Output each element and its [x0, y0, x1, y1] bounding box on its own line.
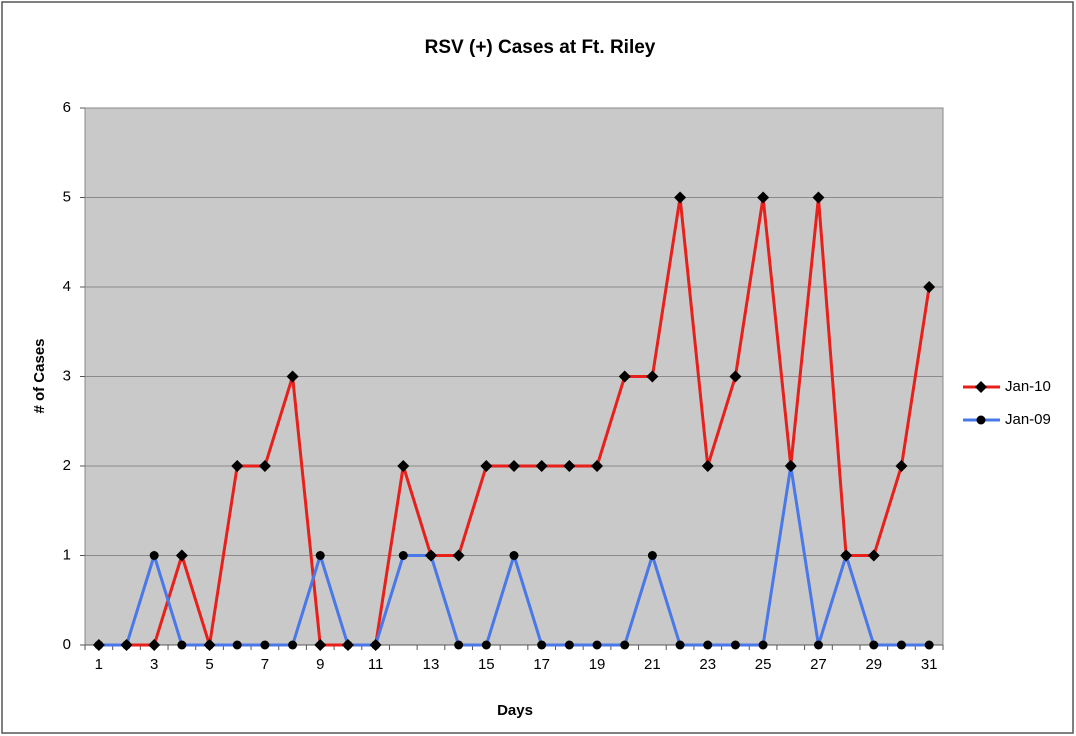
y-tick-label: 0 — [63, 636, 71, 653]
data-point — [149, 551, 159, 560]
data-point — [452, 549, 465, 562]
data-point — [315, 551, 325, 560]
data-point — [232, 640, 242, 650]
data-point — [592, 640, 602, 650]
data-point — [286, 370, 299, 383]
x-tick-label: 13 — [423, 656, 440, 673]
data-point — [343, 640, 353, 650]
data-point — [148, 639, 161, 651]
x-tick-label: 11 — [368, 656, 384, 673]
data-point — [757, 191, 770, 204]
data-point — [896, 640, 906, 650]
x-tick-label: 31 — [921, 656, 938, 673]
data-point — [869, 640, 879, 650]
legend-label: Jan-10 — [1005, 378, 1051, 395]
x-tick-label: 19 — [589, 656, 606, 673]
data-point — [812, 191, 825, 204]
data-point — [398, 551, 408, 560]
data-point — [813, 640, 823, 650]
data-point — [895, 460, 908, 472]
data-point — [924, 640, 934, 650]
legend-marker — [975, 381, 987, 393]
x-tick-label: 17 — [533, 656, 550, 673]
data-point — [841, 551, 851, 560]
x-tick-label: 29 — [865, 656, 882, 673]
data-point — [923, 281, 936, 293]
data-point — [175, 549, 188, 562]
x-tick-label: 9 — [316, 656, 324, 673]
x-axis-title: Days — [497, 702, 533, 719]
data-point — [535, 460, 548, 472]
x-tick-label: 7 — [261, 656, 269, 673]
y-tick-label: 2 — [63, 457, 71, 474]
data-point — [703, 640, 713, 650]
data-point — [397, 460, 410, 472]
data-point — [563, 460, 576, 472]
data-point — [620, 640, 630, 650]
data-point — [231, 460, 244, 472]
y-tick-label: 5 — [63, 188, 71, 205]
data-point — [288, 640, 298, 650]
x-tick-label: 1 — [95, 656, 103, 673]
data-point — [260, 640, 270, 650]
data-point — [426, 551, 436, 560]
data-point — [564, 640, 574, 650]
data-point — [508, 460, 520, 472]
data-point — [205, 640, 215, 650]
x-tick-label: 21 — [644, 656, 661, 673]
x-tick-label: 25 — [755, 656, 772, 673]
data-point — [480, 460, 493, 472]
data-point — [454, 640, 464, 650]
y-tick-label: 1 — [63, 546, 71, 563]
y-tick-label: 4 — [63, 278, 71, 295]
data-point — [674, 191, 687, 204]
data-point — [867, 549, 880, 562]
data-point — [94, 640, 104, 650]
data-point — [177, 640, 187, 650]
x-tick-label: 15 — [478, 656, 495, 673]
data-point — [122, 640, 132, 650]
legend-label: Jan-09 — [1005, 411, 1051, 428]
data-point — [647, 551, 657, 560]
data-point — [481, 640, 491, 650]
data-point — [729, 370, 742, 383]
data-point — [646, 370, 659, 383]
data-point — [591, 460, 604, 472]
data-point — [730, 640, 740, 650]
data-point — [701, 460, 714, 472]
data-point — [786, 461, 796, 471]
data-point — [618, 370, 631, 383]
data-point — [675, 640, 685, 650]
x-tick-label: 3 — [150, 656, 158, 673]
data-point — [314, 639, 327, 651]
data-point — [509, 551, 519, 560]
legend-marker — [976, 415, 986, 425]
chart-title: RSV (+) Cases at Ft. Riley — [425, 37, 656, 58]
data-point — [537, 640, 547, 650]
data-point — [258, 460, 271, 472]
x-tick-label: 5 — [205, 656, 213, 673]
data-point — [758, 640, 768, 650]
y-tick-label: 3 — [63, 367, 71, 384]
x-tick-label: 27 — [810, 656, 827, 673]
y-tick-label: 6 — [63, 99, 71, 116]
data-point — [371, 640, 381, 650]
x-tick-label: 23 — [699, 656, 716, 673]
y-axis-title: # of Cases — [31, 338, 48, 413]
